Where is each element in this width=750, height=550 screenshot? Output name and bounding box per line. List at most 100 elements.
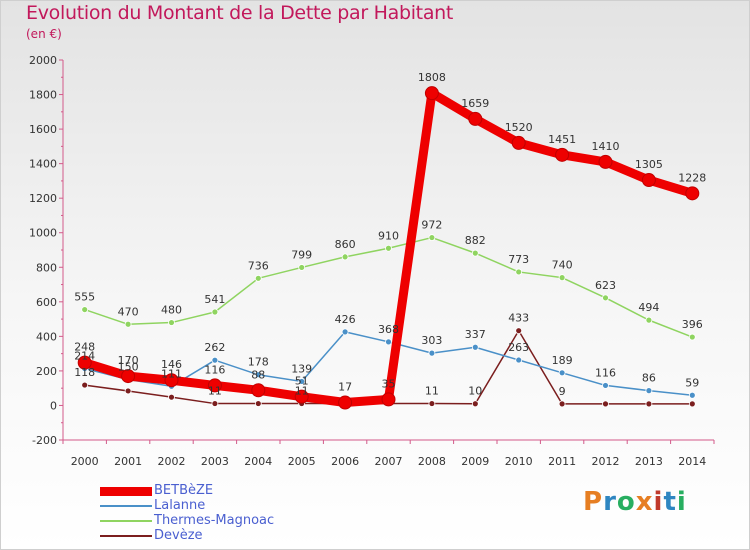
proxiti-logo: Proxiti (583, 487, 687, 517)
data-label: 303 (421, 334, 442, 347)
data-label: 541 (204, 293, 225, 306)
logo-letter: t (663, 487, 677, 517)
legend-label: Devèze (154, 528, 203, 543)
data-point (428, 400, 436, 407)
data-label: 262 (204, 341, 225, 354)
y-tick-label: 400 (36, 330, 57, 343)
legend-swatch (100, 535, 152, 537)
data-point (471, 400, 479, 408)
data-point (124, 387, 132, 395)
x-tick-label: 2002 (158, 455, 186, 468)
y-tick-label: 1800 (29, 89, 57, 102)
data-label: 470 (118, 305, 139, 318)
y-tick-label: 800 (36, 261, 57, 274)
data-label: 189 (552, 354, 573, 367)
data-point (645, 316, 653, 324)
data-point (385, 244, 392, 252)
x-tick-label: 2004 (244, 455, 272, 468)
legend-label: Thermes-Magnoac (154, 513, 275, 528)
data-point (211, 356, 219, 364)
y-tick-label: 1600 (29, 123, 57, 136)
data-label: 139 (291, 362, 312, 375)
data-label: 1410 (592, 140, 620, 153)
data-point (688, 391, 696, 399)
legend-swatch (100, 505, 152, 507)
data-label: 170 (118, 354, 139, 367)
y-tick-label: 600 (36, 296, 57, 309)
data-point (515, 268, 523, 276)
data-label: 146 (161, 358, 182, 371)
legend-swatch (100, 486, 152, 496)
data-label: 773 (508, 253, 529, 266)
x-tick-label: 2000 (71, 455, 99, 468)
data-point (598, 154, 613, 169)
x-tick-label: 2009 (461, 455, 489, 468)
data-point (685, 186, 700, 201)
data-label: 11 (425, 385, 439, 398)
data-label: 433 (508, 312, 529, 325)
chart-subtitle: (en €) (26, 27, 62, 41)
data-label: 51 (295, 375, 309, 388)
data-label: 910 (378, 229, 399, 242)
data-point (207, 378, 222, 393)
data-point (381, 392, 396, 407)
x-tick-label: 2012 (592, 455, 620, 468)
legend-label: BETBèZE (154, 483, 214, 498)
data-point (645, 400, 653, 408)
x-tick-label: 2014 (678, 455, 706, 468)
data-point (81, 381, 89, 389)
data-point (555, 147, 570, 162)
x-tick-label: 2008 (418, 455, 446, 468)
data-label: 11 (208, 385, 222, 398)
data-point (121, 369, 136, 384)
data-label: 86 (642, 372, 656, 385)
data-point (298, 378, 306, 385)
logo-letter: i (676, 487, 687, 517)
data-point (81, 306, 89, 313)
data-point (77, 355, 92, 370)
data-label: 396 (682, 318, 703, 331)
data-point (688, 400, 696, 408)
data-label: 740 (552, 259, 573, 272)
data-label: 480 (161, 304, 182, 317)
data-point (515, 327, 523, 335)
data-label: 11 (295, 385, 309, 398)
x-tick-label: 2003 (201, 455, 229, 468)
data-label: 118 (74, 366, 95, 379)
data-point (645, 387, 653, 395)
data-point (341, 253, 349, 261)
data-point (688, 333, 696, 341)
data-point (602, 400, 609, 408)
data-point (254, 371, 262, 379)
y-tick-label: -200 (32, 434, 57, 447)
data-label: 623 (595, 279, 616, 292)
x-tick-label: 2011 (548, 455, 576, 468)
x-tick-label: 2007 (375, 455, 403, 468)
logo-letter: i (653, 487, 664, 517)
data-label: 88 (251, 368, 265, 381)
logo-letter: P (583, 487, 604, 517)
data-label: 35 (382, 377, 396, 390)
data-label: 1520 (505, 121, 533, 134)
data-label: 263 (508, 341, 529, 354)
data-label: 178 (248, 356, 269, 369)
data-point (254, 274, 262, 282)
y-tick-label: 1400 (29, 158, 57, 171)
data-point (471, 343, 479, 351)
data-label: 1305 (635, 158, 663, 171)
y-tick-label: 1200 (29, 192, 57, 205)
legend-label: Lalanne (154, 498, 206, 513)
data-point (168, 319, 175, 326)
data-label: 860 (335, 238, 356, 251)
x-tick-label: 2005 (288, 455, 316, 468)
legend-swatch (100, 520, 152, 522)
x-tick-label: 2013 (635, 455, 663, 468)
y-tick-label: 1000 (29, 227, 57, 240)
data-point (428, 349, 436, 357)
data-point (211, 308, 219, 316)
data-point (602, 382, 609, 389)
data-label: 882 (465, 234, 486, 247)
data-label: 248 (74, 341, 95, 354)
